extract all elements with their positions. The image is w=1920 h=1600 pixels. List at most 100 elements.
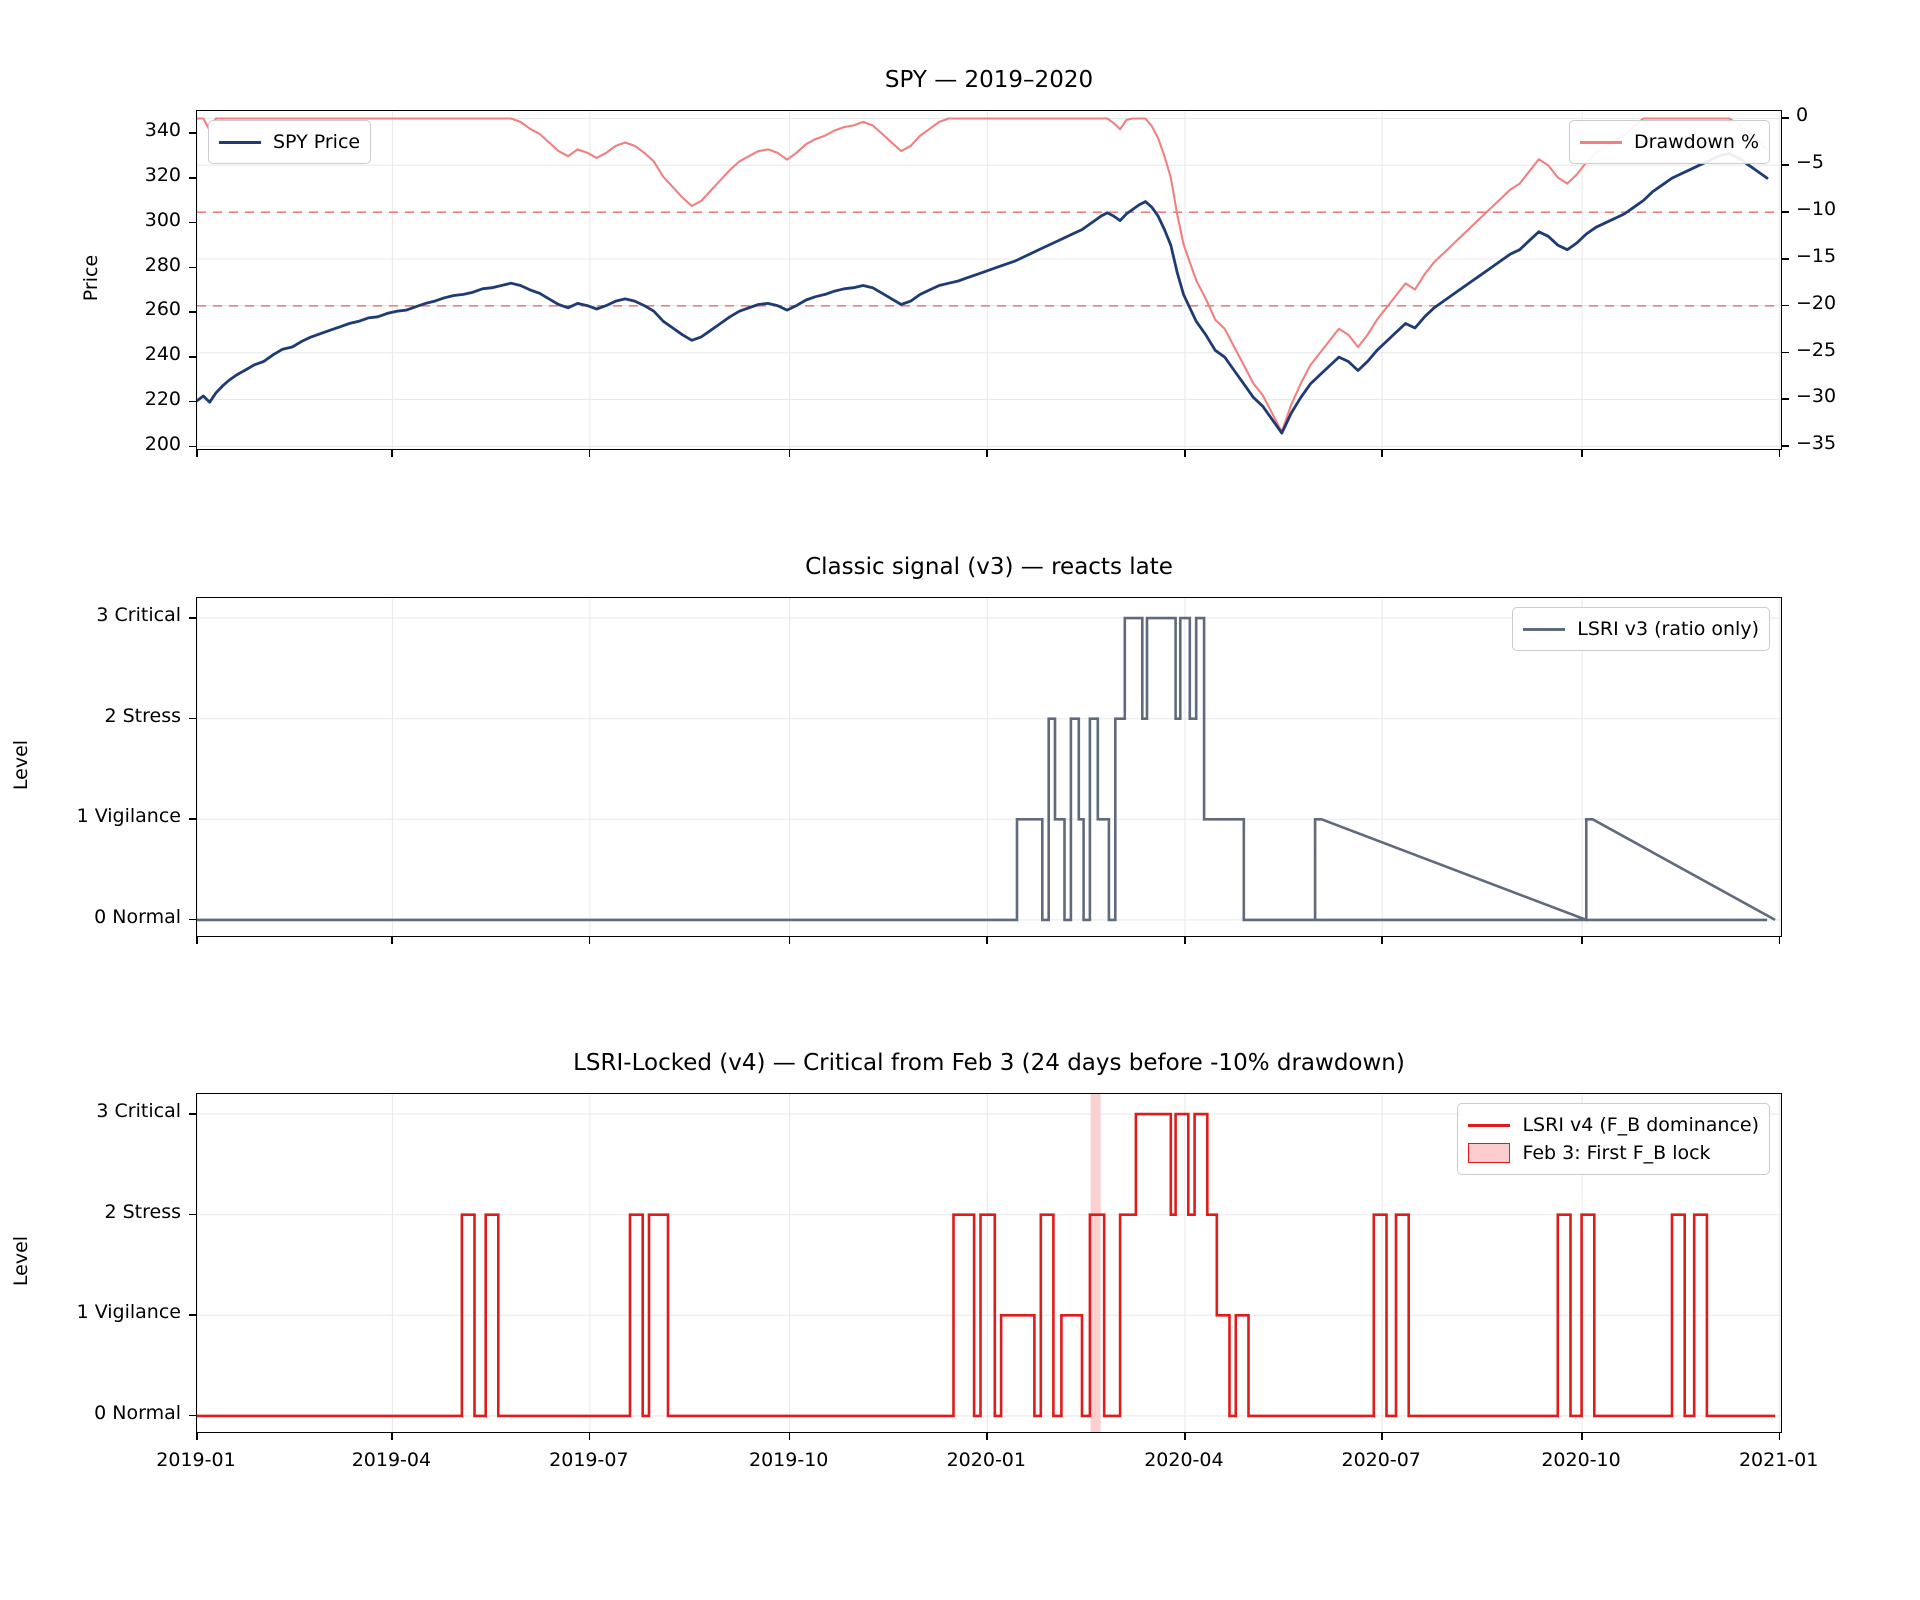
legend-item: Feb 3: First F_B lock — [1468, 1139, 1759, 1167]
v3-ytick-label: 2 Stress — [104, 704, 181, 727]
price-ytick-mark — [189, 221, 196, 224]
legend-item-label: LSRI v4 (F_B dominance) — [1522, 1114, 1759, 1136]
drawdown-ytick-label: −5 — [1796, 151, 1825, 174]
price-ytick-mark — [189, 177, 196, 179]
xtick-label: 2020-10 — [1541, 1449, 1621, 1471]
drawdown-ytick-mark — [1782, 257, 1789, 260]
v4-ytick-mark — [189, 1414, 196, 1417]
price-ytick-mark — [189, 445, 196, 448]
v4-xtick-mark — [196, 1433, 198, 1440]
drawdown-ytick-label: −15 — [1796, 244, 1837, 267]
price-ytick-label: 340 — [144, 119, 181, 142]
v3-ytick-label: 0 Normal — [94, 905, 181, 928]
xtick-label: 2020-01 — [946, 1449, 1026, 1471]
drawdown-ytick-mark — [1782, 445, 1789, 447]
price-ytick-label: 260 — [144, 298, 181, 321]
v4-xtick-mark — [1183, 1433, 1186, 1440]
price-xtick-mark — [196, 450, 198, 457]
drawdown-ytick-label: −35 — [1796, 432, 1837, 455]
v4-xtick-mark — [788, 1433, 791, 1440]
price-xtick-mark — [391, 450, 393, 457]
drawdown-ytick-label: −30 — [1796, 385, 1837, 408]
drawdown-ytick-label: 0 — [1796, 104, 1809, 127]
drawdown-ytick-mark — [1782, 398, 1789, 401]
drawdown-ytick-label: −25 — [1796, 338, 1837, 361]
v3-ytick-mark — [189, 617, 196, 619]
legend-item-label: LSRI v3 (ratio only) — [1577, 618, 1759, 640]
legend-item: SPY Price — [219, 128, 360, 156]
price-xtick-mark — [1778, 450, 1781, 457]
drawdown-ytick-mark — [1782, 164, 1789, 166]
legend-item-label: Feb 3: First F_B lock — [1522, 1142, 1711, 1164]
v3-ytick-label: 3 Critical — [96, 604, 181, 627]
price-xtick-mark — [1381, 450, 1383, 457]
v3-ytick-mark — [189, 818, 196, 820]
price-ytick-mark — [189, 311, 196, 313]
price-ytick-mark — [189, 132, 196, 134]
price-axes — [196, 110, 1782, 450]
xtick-label: 2019-10 — [748, 1449, 829, 1471]
xtick-label: 2020-04 — [1144, 1449, 1224, 1471]
drawdown-ytick-mark — [1782, 211, 1789, 213]
v4-panel-title: LSRI-Locked (v4) — Critical from Feb 3 (… — [573, 1050, 1405, 1076]
v3-xtick-mark — [1381, 937, 1383, 944]
xtick-label: 2019-04 — [351, 1449, 432, 1471]
price-ytick-label: 220 — [144, 387, 181, 410]
v4-xtick-mark — [391, 1433, 393, 1440]
legend-item: LSRI v4 (F_B dominance) — [1468, 1111, 1759, 1139]
price-ytick-label: 200 — [144, 432, 181, 455]
price-panel-title: SPY — 2019–2020 — [884, 67, 1094, 93]
xtick-label: 2019-01 — [156, 1449, 236, 1471]
v3-xtick-mark — [391, 937, 393, 944]
price-ytick-label: 320 — [144, 164, 181, 187]
v3-xtick-mark — [788, 937, 791, 944]
v4-xtick-mark — [588, 1433, 591, 1440]
v4-xtick-mark — [1778, 1433, 1781, 1440]
xtick-label: 2020-07 — [1341, 1449, 1421, 1471]
legend-item: LSRI v3 (ratio only) — [1523, 615, 1759, 643]
drawdown-ytick-label: −10 — [1796, 198, 1837, 221]
price-legend[interactable]: SPY Price — [208, 120, 372, 164]
price-xtick-mark — [588, 450, 591, 457]
v4-ytick-label: 1 Vigilance — [76, 1301, 181, 1324]
v3-xtick-mark — [986, 937, 988, 944]
v3-ytick-label: 1 Vigilance — [76, 805, 181, 828]
price-ytick-mark — [189, 400, 196, 403]
v3-axis-label: Level — [10, 739, 32, 791]
drawdown-legend[interactable]: Drawdown % — [1569, 120, 1770, 164]
v3-ytick-mark — [189, 717, 196, 720]
v4-xtick-mark — [1381, 1433, 1383, 1440]
legend-line-swatch — [1523, 627, 1566, 631]
v3-legend[interactable]: LSRI v3 (ratio only) — [1512, 607, 1770, 651]
price-ytick-label: 240 — [144, 343, 181, 366]
v4-ytick-mark — [189, 1314, 196, 1316]
xtick-label: 2019-07 — [549, 1449, 629, 1471]
v3-xtick-mark — [1183, 937, 1186, 944]
price-xtick-mark — [788, 450, 791, 457]
price-axis-label: Price — [80, 254, 102, 302]
drawdown-ytick-mark — [1782, 351, 1789, 354]
v3-xtick-mark — [588, 937, 591, 944]
legend-line-swatch — [219, 140, 261, 144]
v4-ytick-mark — [189, 1113, 196, 1115]
legend-item: Drawdown % — [1580, 128, 1759, 156]
v4-ytick-label: 3 Critical — [96, 1100, 181, 1123]
v4-xtick-mark — [1581, 1433, 1583, 1440]
price-xtick-mark — [986, 450, 988, 457]
v3-xtick-mark — [196, 937, 198, 944]
xtick-label: 2021-01 — [1738, 1449, 1819, 1471]
legend-item-label: SPY Price — [273, 131, 361, 153]
drawdown-ytick-mark — [1782, 117, 1789, 120]
v3-ytick-mark — [189, 918, 196, 921]
legend-line-swatch — [1468, 1123, 1511, 1127]
v4-axis-label: Level — [10, 1235, 32, 1287]
v3-panel-title: Classic signal (v3) — reacts late — [805, 554, 1173, 580]
drawdown-ytick-mark — [1782, 304, 1789, 307]
v3-xtick-mark — [1778, 937, 1781, 944]
v3-axes — [196, 597, 1782, 937]
v4-xtick-mark — [986, 1433, 988, 1440]
price-xtick-mark — [1581, 450, 1583, 457]
drawdown-ytick-label: −20 — [1796, 291, 1837, 314]
v4-legend[interactable]: LSRI v4 (F_B dominance) Feb 3: First F_B … — [1457, 1103, 1770, 1175]
